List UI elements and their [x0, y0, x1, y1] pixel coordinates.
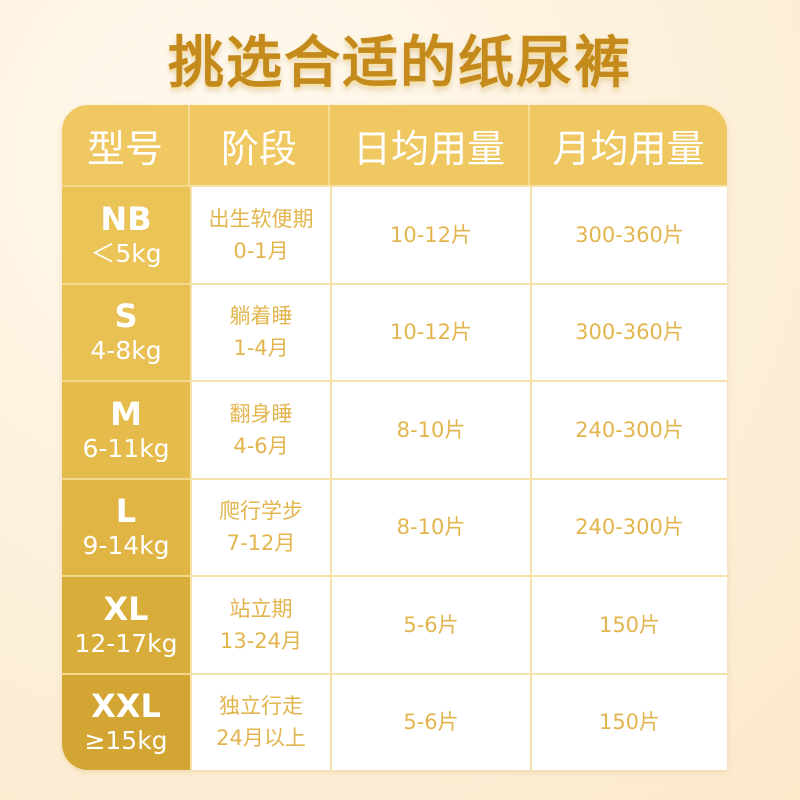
- cell-text: 爬行学步: [219, 499, 303, 524]
- cell-text: 240-300片: [575, 515, 684, 540]
- cell-text: 4-6月: [233, 433, 289, 458]
- daily-cell: 8-10片: [330, 380, 530, 478]
- monthly-cell: 150片: [530, 672, 727, 770]
- cell-text: 出生软便期: [208, 206, 314, 231]
- monthly-cell: 300-360片: [530, 185, 727, 283]
- header-daily: 日均用量: [330, 105, 530, 185]
- daily-cell: 10-12片: [330, 282, 530, 380]
- cell-text: 240-300片: [575, 417, 684, 442]
- cell-text: 独立行走: [219, 694, 303, 719]
- header-monthly: 月均用量: [530, 105, 727, 185]
- cell-text: 5-6片: [403, 612, 459, 637]
- monthly-cell: 300-360片: [530, 282, 727, 380]
- cell-text: L: [115, 492, 137, 531]
- monthly-cell: 150片: [530, 575, 727, 673]
- stage-cell: 出生软便期 0-1月: [190, 185, 330, 283]
- cell-text: ＜5kg: [90, 238, 162, 268]
- cell-text: XL: [103, 589, 149, 628]
- stage-cell: 翻身睡 4-6月: [190, 380, 330, 478]
- cell-text: 10-12片: [389, 222, 473, 247]
- cell-text: 150片: [598, 612, 661, 637]
- cell-text: 躺着睡: [229, 304, 293, 329]
- cell-text: 24月以上: [216, 726, 306, 751]
- daily-cell: 10-12片: [330, 185, 530, 283]
- cell-text: ≥15kg: [84, 726, 168, 756]
- header-stage: 阶段: [190, 105, 330, 185]
- size-cell: XL 12-17kg: [62, 575, 190, 673]
- cell-text: XXL: [91, 687, 161, 726]
- size-table: 型号 阶段 日均用量 月均用量 NB ＜5kg 出生软便期 0-1月 10-12片 300…: [62, 105, 727, 770]
- cell-text: 150片: [598, 710, 661, 735]
- cell-text: M: [110, 394, 142, 433]
- stage-cell: 站立期 13-24月: [190, 575, 330, 673]
- daily-cell: 5-6片: [330, 575, 530, 673]
- cell-text: 7-12月: [226, 531, 296, 556]
- page-title: 挑选合适的纸尿裤: [168, 31, 632, 96]
- monthly-cell: 240-300片: [530, 380, 727, 478]
- cell-text: 4-8kg: [90, 336, 162, 366]
- stage-cell: 独立行走 24月以上: [190, 672, 330, 770]
- size-cell: XXL ≥15kg: [62, 672, 190, 770]
- size-cell: NB ＜5kg: [62, 185, 190, 283]
- cell-text: 8-10片: [396, 417, 466, 442]
- daily-cell: 5-6片: [330, 672, 530, 770]
- cell-text: 5-6片: [403, 710, 459, 735]
- cell-text: 12-17kg: [74, 628, 178, 658]
- cell-text: 站立期: [229, 596, 293, 621]
- size-cell: L 9-14kg: [62, 477, 190, 575]
- cell-text: 翻身睡: [229, 401, 293, 426]
- size-cell: S 4-8kg: [62, 282, 190, 380]
- cell-text: 13-24月: [219, 628, 303, 653]
- cell-text: 9-14kg: [82, 531, 170, 561]
- cell-text: 8-10片: [396, 515, 466, 540]
- cell-text: 300-360片: [575, 320, 684, 345]
- header-size: 型号: [62, 105, 190, 185]
- cell-text: S: [114, 297, 138, 336]
- cell-text: 0-1月: [233, 238, 289, 263]
- cell-text: 6-11kg: [82, 433, 170, 463]
- stage-cell: 躺着睡 1-4月: [190, 282, 330, 380]
- cell-text: 300-360片: [575, 222, 684, 247]
- cell-text: NB: [100, 199, 152, 238]
- monthly-cell: 240-300片: [530, 477, 727, 575]
- stage-cell: 爬行学步 7-12月: [190, 477, 330, 575]
- cell-text: 1-4月: [233, 336, 289, 361]
- size-cell: M 6-11kg: [62, 380, 190, 478]
- daily-cell: 8-10片: [330, 477, 530, 575]
- cell-text: 10-12片: [389, 320, 473, 345]
